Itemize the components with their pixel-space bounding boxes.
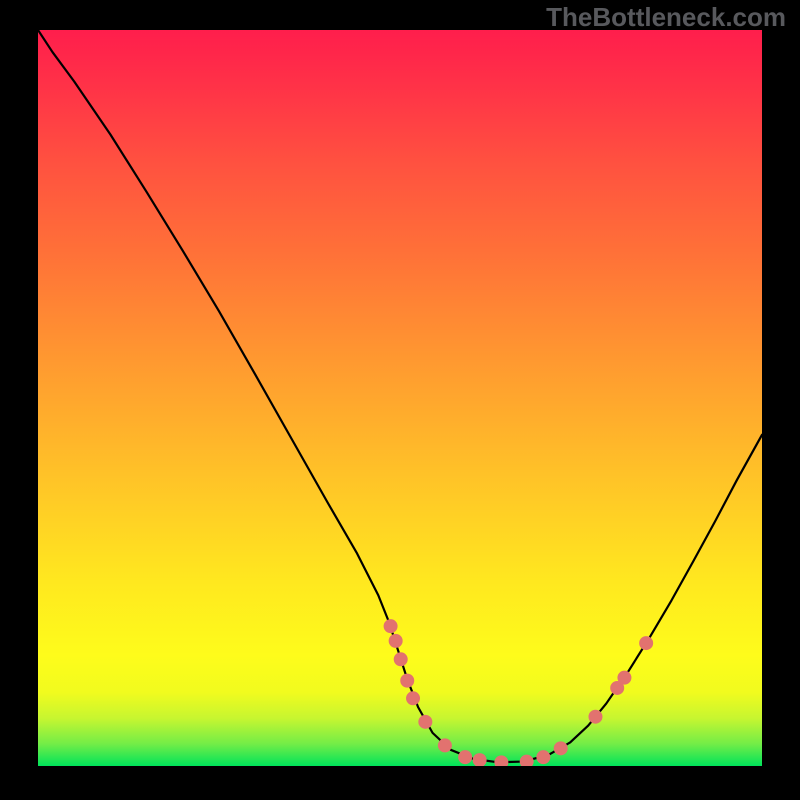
curve-marker (384, 620, 397, 633)
curve-marker (407, 692, 420, 705)
curve-marker (459, 751, 472, 764)
curve-marker (394, 653, 407, 666)
curve-marker (473, 754, 486, 766)
curve-marker (554, 742, 567, 755)
watermark-text: TheBottleneck.com (546, 2, 786, 33)
curve-marker (419, 715, 432, 728)
curve-marker (495, 756, 508, 766)
curve-marker (438, 739, 451, 752)
curve-marker (537, 751, 550, 764)
curve-marker (520, 755, 533, 766)
bottleneck-chart (38, 30, 762, 766)
curve-marker (640, 637, 653, 650)
curve-marker (618, 671, 631, 684)
curve-marker (401, 674, 414, 687)
chart-frame: { "watermark": { "text": "TheBottleneck.… (0, 0, 800, 800)
curve-marker (589, 710, 602, 723)
curve-marker (389, 634, 402, 647)
